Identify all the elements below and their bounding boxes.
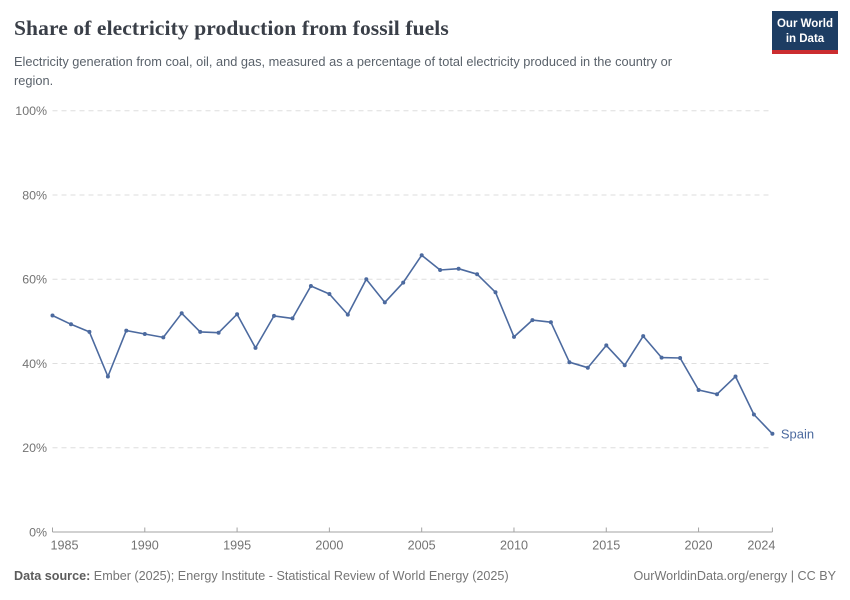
data-point[interactable] [751, 412, 756, 417]
data-point[interactable] [419, 253, 424, 258]
y-axis-label: 100% [15, 104, 47, 118]
credit-link[interactable]: OurWorldinData.org/energy | CC BY [633, 569, 836, 583]
data-point[interactable] [530, 318, 535, 323]
data-point[interactable] [290, 316, 295, 321]
data-point[interactable] [401, 280, 406, 285]
data-point[interactable] [641, 334, 646, 339]
owid-logo-line1: Our World [776, 18, 833, 30]
data-point[interactable] [622, 363, 627, 368]
data-point[interactable] [438, 268, 443, 272]
x-tick-label: 2000 [315, 539, 343, 553]
data-point[interactable] [345, 312, 350, 317]
x-tick-label: 2020 [685, 539, 713, 553]
data-point[interactable] [696, 388, 701, 392]
data-point[interactable] [604, 343, 609, 348]
chart-title: Share of electricity production from fos… [14, 16, 449, 40]
x-tick-label: 2005 [408, 539, 436, 553]
data-point[interactable] [512, 334, 516, 339]
y-axis-label: 80% [22, 188, 47, 202]
data-point[interactable] [142, 332, 147, 336]
y-axis-label: 60% [22, 273, 47, 287]
data-point[interactable] [456, 266, 461, 271]
x-tick-label: 1990 [131, 539, 159, 553]
y-axis-label: 40% [22, 357, 47, 371]
data-point[interactable] [50, 313, 55, 318]
chart-subtitle: Electricity generation from coal, oil, a… [14, 54, 672, 89]
data-point[interactable] [87, 329, 92, 334]
data-point[interactable] [567, 360, 572, 365]
data-point[interactable] [235, 312, 240, 317]
data-point[interactable] [382, 300, 387, 305]
data-point[interactable] [659, 355, 664, 360]
data-point[interactable] [69, 322, 73, 327]
x-tick-label: 1985 [51, 539, 79, 553]
data-point[interactable] [272, 313, 276, 318]
data-source-label: Data source: [14, 569, 91, 583]
data-point[interactable] [308, 284, 313, 288]
data-point[interactable] [364, 277, 369, 282]
x-tick-label: 2010 [500, 539, 528, 553]
owid-logo-line2: in Data [785, 32, 825, 45]
data-source: Data source: Ember (2025); Energy Instit… [14, 569, 509, 583]
data-point[interactable] [548, 320, 553, 325]
data-point[interactable] [124, 328, 129, 333]
data-point[interactable] [161, 335, 166, 340]
data-point[interactable] [493, 290, 498, 295]
data-point[interactable] [715, 392, 719, 397]
data-point[interactable] [475, 272, 480, 277]
data-line [51, 254, 774, 435]
data-point[interactable] [585, 365, 590, 370]
data-point[interactable] [770, 431, 775, 436]
chart-footer: Data source: Ember (2025); Energy Instit… [14, 569, 836, 583]
data-point[interactable] [179, 311, 184, 316]
data-point[interactable] [105, 374, 110, 379]
series-label: Spain [781, 426, 814, 441]
data-point[interactable] [253, 345, 258, 350]
data-point[interactable] [678, 356, 683, 360]
y-axis-label: 20% [22, 441, 47, 455]
y-axis-label: 0% [29, 525, 47, 539]
x-tick-label: 2024 [747, 539, 775, 553]
owid-logo[interactable]: Our World in Data [772, 11, 838, 55]
x-tick-label: 1995 [223, 539, 251, 553]
data-point[interactable] [216, 330, 221, 335]
data-point[interactable] [327, 292, 332, 296]
data-point[interactable] [733, 374, 738, 379]
x-tick-label: 2015 [592, 539, 620, 553]
data-source-text: Ember (2025); Energy Institute - Statist… [93, 569, 509, 583]
data-point[interactable] [198, 329, 203, 334]
